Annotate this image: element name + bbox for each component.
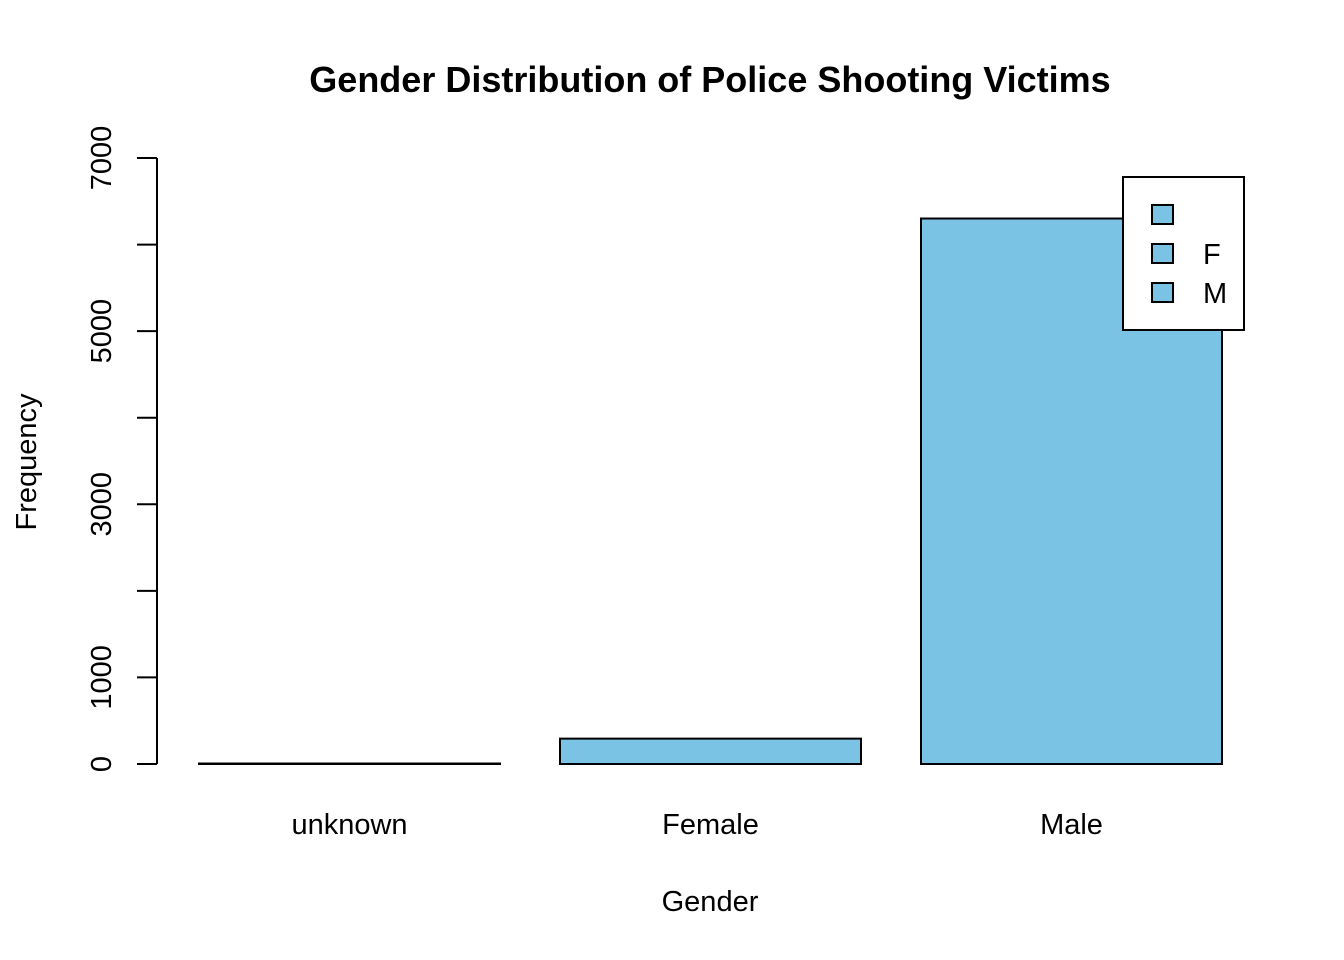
legend-label: F <box>1203 239 1221 271</box>
bar-female <box>559 737 862 766</box>
y-axis: 0 1000 3000 5000 7000 <box>86 126 158 772</box>
y-tick-label: 5000 <box>86 299 118 364</box>
legend-swatch <box>1151 243 1174 264</box>
x-tick-label: Male <box>1040 809 1103 841</box>
y-tick-label: 0 <box>86 756 118 772</box>
y-tick-label: 7000 <box>86 126 118 191</box>
legend: FM <box>1122 176 1245 331</box>
legend-label: M <box>1203 278 1227 310</box>
x-axis-label: Gender <box>662 886 759 918</box>
x-tick-labels: unknown Female Male <box>291 809 1102 841</box>
y-axis-label: Frequency <box>11 393 43 531</box>
legend-swatch <box>1151 282 1174 303</box>
legend-box <box>1122 176 1245 331</box>
bars <box>198 217 1223 766</box>
x-tick-label: Female <box>662 809 759 841</box>
chart-title: Gender Distribution of Police Shooting V… <box>309 59 1110 100</box>
bar-unknown <box>198 762 501 765</box>
y-tick-label: 1000 <box>86 645 118 710</box>
legend-swatch <box>1151 204 1174 225</box>
x-tick-label: unknown <box>291 809 407 841</box>
y-tick-label: 3000 <box>86 472 118 537</box>
